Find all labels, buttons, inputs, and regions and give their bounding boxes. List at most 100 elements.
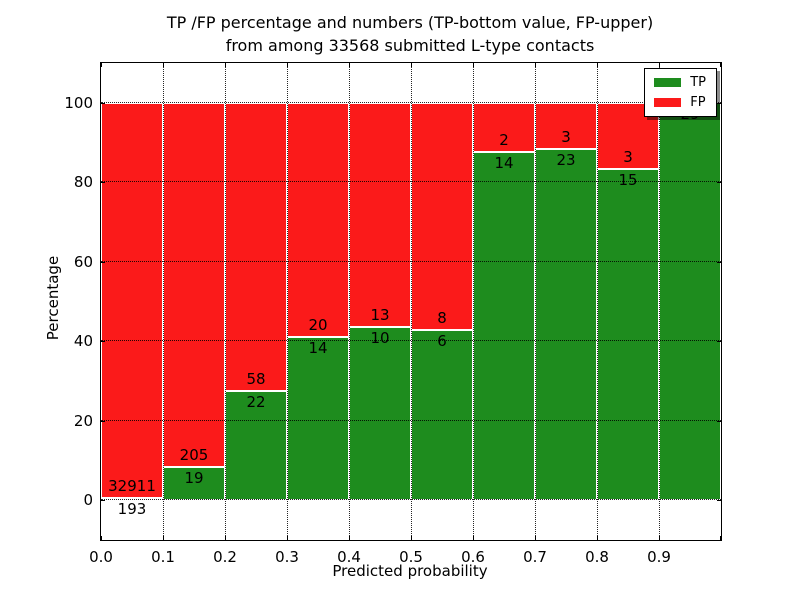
- tp-count-label: 22: [246, 392, 266, 411]
- x-tick-mark: [535, 536, 536, 540]
- x-tick-mark: [659, 536, 660, 540]
- x-tick-label: 0.2: [213, 548, 237, 566]
- x-tick-label: 0.3: [275, 548, 299, 566]
- x-tick-mark: [349, 536, 350, 540]
- fp-count-label: 58: [246, 369, 266, 388]
- y-tick-mark: [101, 420, 105, 422]
- legend: TP FP: [644, 68, 717, 117]
- x-tick-mark: [101, 63, 102, 67]
- tp-count-label: 10: [370, 329, 390, 348]
- x-gridline: [597, 63, 598, 540]
- tp-count-label: 193: [117, 499, 147, 518]
- x-tick-mark: [720, 536, 721, 540]
- x-gridline: [163, 63, 164, 540]
- fp-bar-segment: [101, 102, 163, 498]
- x-tick-mark: [597, 536, 598, 540]
- fp-count-label: 8: [437, 308, 447, 327]
- tp-bar-segment: [659, 102, 721, 501]
- x-tick-label: 0.6: [461, 548, 485, 566]
- chart-title-line1: TP /FP percentage and numbers (TP-bottom…: [166, 13, 654, 32]
- y-tick-label: 20: [73, 411, 93, 430]
- y-tick-mark: [717, 500, 721, 502]
- x-tick-label: 0.8: [585, 548, 609, 566]
- x-gridline: [411, 63, 412, 540]
- legend-entry-fp: FP: [654, 96, 706, 109]
- tp-count-label: 14: [494, 154, 514, 173]
- legend-label: TP: [690, 75, 706, 90]
- x-tick-label: 0.0: [89, 548, 113, 566]
- tp-bar-segment: [411, 329, 473, 501]
- plot-area: TP FP 32911 193 205 19 58 22 20 14 13 10 8 6 2 14 3 23 3 1…: [64, 62, 722, 566]
- x-tick-mark: [535, 63, 536, 67]
- tp-bar-segment: [597, 169, 659, 501]
- fp-bar-segment: [473, 102, 535, 153]
- x-gridline: [535, 63, 536, 540]
- x-axis-label: Predicted probability: [332, 562, 488, 580]
- x-tick-mark: [473, 63, 474, 67]
- x-tick-mark: [163, 63, 164, 67]
- fp-count-label: 3: [623, 148, 633, 166]
- fp-count-label: 32911: [108, 476, 156, 495]
- y-tick-mark: [101, 500, 105, 502]
- x-tick-mark: [101, 536, 102, 540]
- x-tick-mark: [225, 63, 226, 67]
- x-tick-mark: [287, 63, 288, 67]
- x-tick-mark: [349, 63, 350, 67]
- tp-count-label: 6: [437, 331, 447, 350]
- x-tick-mark: [287, 536, 288, 540]
- x-tick-label: 0.1: [151, 548, 175, 566]
- y-tick-mark: [717, 261, 721, 263]
- x-tick-mark: [225, 536, 226, 540]
- fp-bar-segment: [411, 102, 473, 330]
- legend-swatch-tp: [654, 78, 682, 87]
- y-tick-mark: [717, 182, 721, 184]
- y-tick-mark: [717, 102, 721, 104]
- legend-label: FP: [690, 95, 706, 110]
- chart-title: TP /FP percentage and numbers (TP-bottom…: [100, 11, 720, 57]
- y-tick-mark: [101, 261, 105, 263]
- y-tick-mark: [101, 102, 105, 104]
- x-tick-label: 0.4: [337, 548, 361, 566]
- x-tick-label: 0.9: [647, 548, 671, 566]
- legend-swatch-fp: [654, 98, 682, 107]
- y-tick-label: 40: [73, 332, 93, 351]
- x-tick-mark: [411, 536, 412, 540]
- y-tick-mark: [717, 420, 721, 422]
- x-gridline: [287, 63, 288, 540]
- fp-count-label: 20: [308, 315, 328, 334]
- fp-bar-segment: [349, 102, 411, 328]
- tp-count-label: 14: [308, 338, 328, 357]
- y-tick-label: 80: [73, 173, 93, 192]
- y-tick-label: 0: [83, 491, 93, 510]
- fp-count-label: 3: [561, 127, 571, 146]
- y-tick-label: 60: [73, 252, 93, 271]
- x-tick-mark: [659, 63, 660, 67]
- x-tick-mark: [720, 63, 721, 67]
- tp-count-label: 15: [618, 171, 638, 189]
- x-tick-mark: [597, 63, 598, 67]
- x-gridline: [225, 63, 226, 540]
- y-tick-mark: [717, 341, 721, 343]
- fp-bar-segment: [225, 102, 287, 391]
- tp-bar-segment: [535, 148, 597, 501]
- x-gridline: [659, 63, 660, 540]
- fp-bar-segment: [287, 102, 349, 337]
- tp-bar-segment: [349, 327, 411, 501]
- tp-count-label: 19: [184, 468, 204, 487]
- tp-bar-segment: [287, 336, 349, 501]
- x-gridline: [473, 63, 474, 540]
- y-tick-mark: [101, 341, 105, 343]
- fp-count-label: 2: [499, 131, 509, 150]
- fp-bar-segment: [535, 102, 597, 149]
- tp-count-label: 23: [556, 150, 576, 169]
- chart-title-line2: from among 33568 submitted L-type contac…: [225, 36, 595, 55]
- tp-bar-segment: [473, 152, 535, 501]
- y-tick-mark: [101, 182, 105, 184]
- fp-count-label: 205: [179, 445, 209, 464]
- y-axis-label: Percentage: [44, 255, 62, 341]
- x-tick-label: 0.7: [523, 548, 547, 566]
- fp-count-label: 13: [370, 306, 390, 325]
- fp-bar-segment: [163, 102, 225, 467]
- legend-entry-tp: TP: [654, 76, 706, 89]
